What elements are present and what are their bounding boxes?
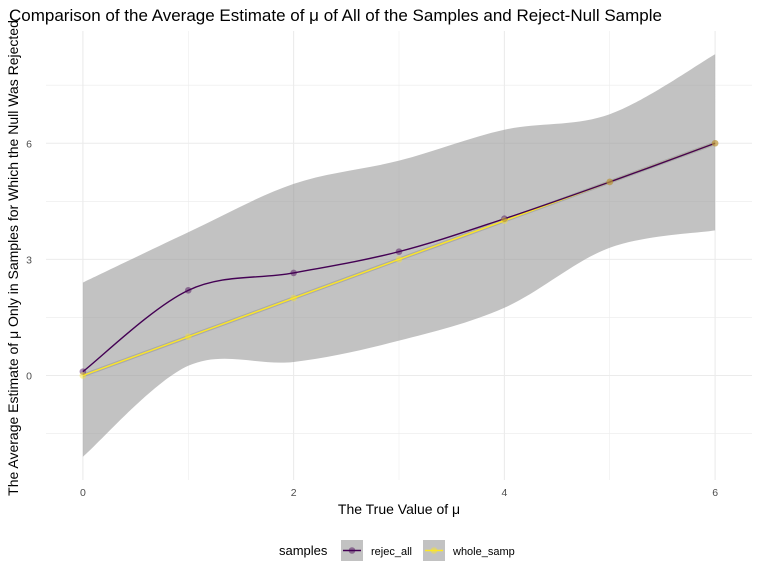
point-whole_samp: [606, 178, 614, 186]
point-whole_samp: [184, 333, 192, 341]
y-axis-title: The Average Estimate of μ Only in Sample…: [5, 20, 21, 496]
series-lines: [82, 142, 716, 377]
point-rejec_all: [501, 215, 508, 223]
x-tick-label: 6: [712, 487, 718, 499]
legend: samples rejec_all whole_samp: [279, 540, 515, 561]
point-whole_samp: [501, 217, 508, 224]
point-rejec_all: [395, 248, 403, 255]
line-rejec_all: [82, 142, 716, 373]
legend-label-rejec_all: rejec_all: [371, 546, 412, 558]
x-tick-label: 2: [291, 487, 297, 499]
point-whole_samp: [395, 256, 403, 263]
legend-point-rejec_all: [348, 547, 356, 554]
y-tick-label: 0: [26, 370, 32, 382]
legend-point-whole_samp: [430, 547, 438, 554]
legend-item-whole_samp: whole_samp: [423, 540, 515, 561]
ribbon-rejec_all: [82, 54, 716, 457]
x-axis-title: The True Value of μ: [338, 501, 460, 517]
series-points: [79, 139, 719, 379]
legend-title: samples: [279, 543, 328, 558]
point-rejec_all: [711, 139, 719, 147]
point-rejec_all: [606, 178, 614, 186]
y-tick-label: 3: [26, 254, 32, 266]
legend-item-rejec_all: rejec_all: [341, 540, 412, 561]
point-rejec_all: [290, 269, 297, 277]
y-tick-label: 6: [26, 138, 32, 150]
x-tick-label: 4: [501, 487, 507, 499]
tick-labels: 0 2 4 6 0 3 6: [26, 138, 718, 499]
x-tick-label: 0: [80, 487, 86, 499]
legend-label-whole_samp: whole_samp: [452, 546, 515, 558]
point-rejec_all: [184, 287, 192, 294]
legend-items: rejec_all whole_samp: [341, 540, 515, 561]
chart-title: Comparison of the Average Estimate of μ …: [9, 6, 662, 25]
point-whole_samp: [711, 139, 719, 147]
point-whole_samp: [290, 294, 297, 302]
point-whole_samp: [79, 372, 87, 379]
point-rejec_all: [79, 368, 87, 375]
